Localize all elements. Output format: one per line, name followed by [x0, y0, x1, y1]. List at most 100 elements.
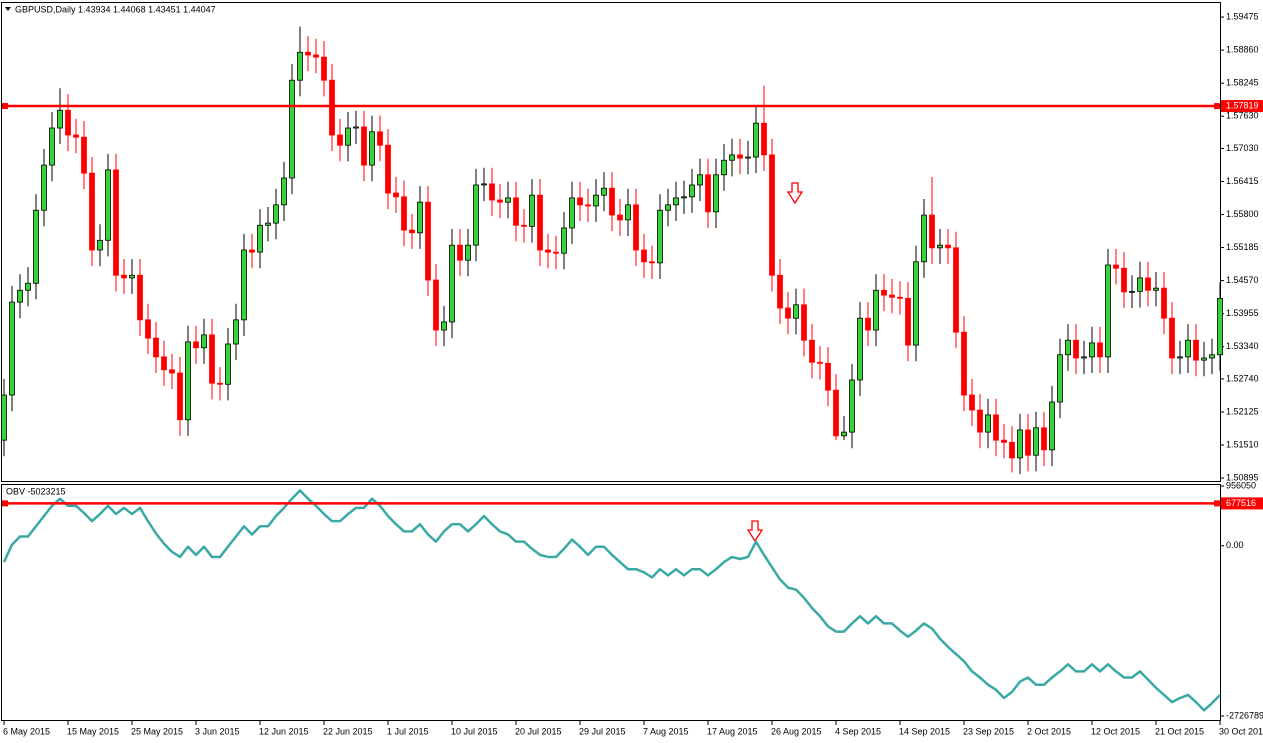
candle-body — [41, 164, 47, 211]
y-tick-label: 1.53340 — [1226, 341, 1259, 351]
candle-body — [441, 321, 447, 331]
y-tick-label: 1.53955 — [1226, 308, 1259, 318]
x-tick-label: 10 Jul 2015 — [451, 726, 498, 736]
x-tick-label: 12 Jun 2015 — [259, 726, 309, 736]
candle-body — [1145, 277, 1151, 291]
x-tick-label: 20 Jul 2015 — [515, 726, 562, 736]
candle-body — [385, 144, 391, 194]
candle-body — [921, 214, 927, 263]
x-tick-label: 15 May 2015 — [67, 726, 119, 736]
candle-body — [305, 51, 311, 56]
candle-body — [721, 159, 727, 176]
candle-body — [241, 249, 247, 321]
candle-body — [649, 261, 655, 264]
candle-body — [417, 201, 423, 234]
x-tick-label: 14 Sep 2015 — [899, 726, 950, 736]
candle-body — [905, 297, 911, 346]
candle-body — [1193, 339, 1199, 361]
x-tick-label: 6 May 2015 — [3, 726, 50, 736]
candle-body — [1057, 354, 1063, 403]
candle-body — [841, 431, 847, 437]
candle-body — [553, 251, 559, 254]
candle-body — [673, 197, 679, 206]
candle-body — [785, 307, 791, 319]
candle-body — [1185, 339, 1191, 358]
y-tick-label: -2726789 — [1226, 710, 1263, 720]
candle-body — [105, 169, 111, 241]
y-tick-label: 1.50895 — [1226, 472, 1259, 482]
candle-body — [449, 244, 455, 323]
candle-body — [337, 134, 343, 146]
candle-body — [1169, 317, 1175, 359]
candle-body — [161, 356, 167, 371]
price-pane — [1, 2, 1221, 482]
candle-body — [1033, 427, 1039, 456]
candle-body — [1113, 264, 1119, 269]
candle-body — [313, 54, 319, 58]
indicator-title: OBV -5023215 — [6, 486, 66, 496]
candle-body — [129, 274, 135, 279]
candle-body — [249, 249, 255, 253]
candle-body — [777, 274, 783, 309]
candle-body — [761, 122, 767, 156]
x-tick-label: 7 Aug 2015 — [643, 726, 689, 736]
x-tick-label: 25 May 2015 — [131, 726, 183, 736]
x-tick-label: 23 Sep 2015 — [963, 726, 1014, 736]
candle-body — [705, 174, 711, 213]
y-tick-label: 956050 — [1226, 480, 1256, 490]
hline-square — [1214, 500, 1220, 507]
candle-body — [65, 109, 71, 136]
candle-body — [17, 289, 23, 303]
candle-body — [593, 194, 599, 207]
candle-body — [617, 214, 623, 221]
candle-body — [569, 197, 575, 229]
candle-body — [1081, 356, 1087, 359]
candle-body — [265, 222, 271, 226]
x-tick-label: 22 Jun 2015 — [323, 726, 373, 736]
y-tick-label: 1.55185 — [1226, 242, 1259, 252]
x-tick-label: 21 Oct 2015 — [1155, 726, 1204, 736]
candle-body — [353, 126, 359, 129]
y-tick-label: 0.00 — [1226, 540, 1244, 550]
candle-body — [657, 209, 663, 264]
y-tick-label: 1.59475 — [1226, 11, 1259, 21]
candle-body — [409, 229, 415, 234]
candle-body — [937, 244, 943, 249]
candle-body — [521, 224, 527, 227]
candle-body — [97, 239, 103, 251]
candle-body — [489, 183, 495, 201]
candle-body — [737, 154, 743, 159]
candle-body — [1209, 354, 1215, 359]
candle-body — [361, 126, 367, 166]
candle-body — [993, 414, 999, 441]
obv-pane — [1, 484, 1221, 721]
menu-triangle — [5, 7, 11, 11]
candle-body — [297, 51, 303, 81]
candle-body — [1121, 267, 1127, 293]
down-arrow — [746, 520, 764, 543]
candle-body — [425, 201, 431, 281]
y-tick-label: 1.57630 — [1226, 111, 1259, 121]
candle-body — [857, 317, 863, 381]
candle-body — [713, 174, 719, 213]
candle-body — [529, 194, 535, 227]
candle-body — [881, 289, 887, 296]
candle-body — [217, 382, 223, 385]
candle-body — [145, 319, 151, 339]
candle-body — [889, 294, 895, 298]
y-tick-label: 1.55800 — [1226, 209, 1259, 219]
candle-body — [113, 169, 119, 276]
candle-body — [177, 372, 183, 421]
candle-body — [1073, 339, 1079, 359]
candle-body — [1137, 277, 1143, 292]
candle-body — [793, 304, 799, 319]
candle-body — [1049, 401, 1055, 451]
candle-body — [321, 56, 327, 81]
candle-body — [473, 184, 479, 246]
hline-square — [2, 103, 8, 110]
candle-body — [233, 319, 239, 345]
candle-body — [1201, 357, 1207, 361]
candle-body — [1177, 356, 1183, 359]
candle-body — [289, 79, 295, 179]
hline-label: 677516 — [1226, 498, 1256, 508]
